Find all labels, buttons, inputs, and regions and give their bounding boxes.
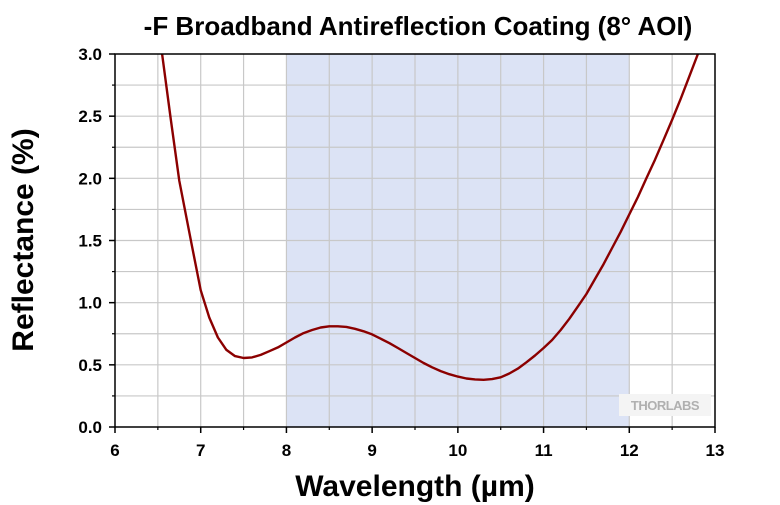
y-axis-label: Reflectance (%) <box>7 128 40 351</box>
x-tick-label: 10 <box>448 441 467 460</box>
y-tick-label: 0.5 <box>78 356 102 375</box>
x-tick-label: 8 <box>282 441 291 460</box>
x-tick-label: 13 <box>706 441 725 460</box>
chart-title: -F Broadband Antireflection Coating (8° … <box>144 11 693 41</box>
reflectance-curve <box>160 54 700 381</box>
series-layer <box>160 54 700 381</box>
y-tick-label: 1.5 <box>78 232 102 251</box>
y-tick-label: 2.0 <box>78 169 102 188</box>
x-axis-label: Wavelength (µm) <box>295 470 535 503</box>
watermark-background <box>619 394 711 416</box>
tick-labels: 6 7 8 9 10 11 12 13 0.0 0.5 1.0 1.5 2.0 2.5 3.0 <box>78 45 724 460</box>
y-tick-label: 0.0 <box>78 418 102 437</box>
y-tick-label: 2.5 <box>78 107 102 126</box>
x-tick-label: 9 <box>367 441 376 460</box>
y-tick-label: 3.0 <box>78 45 102 64</box>
grid-lines <box>115 54 715 427</box>
y-tick-label: 1.0 <box>78 294 102 313</box>
x-tick-label: 11 <box>535 441 553 460</box>
thorlabs-watermark: THORLABS <box>631 398 700 413</box>
x-tick-label: 6 <box>110 441 119 460</box>
axis-ticks <box>109 53 716 433</box>
x-tick-label: 7 <box>196 441 205 460</box>
x-tick-label: 12 <box>620 441 639 460</box>
